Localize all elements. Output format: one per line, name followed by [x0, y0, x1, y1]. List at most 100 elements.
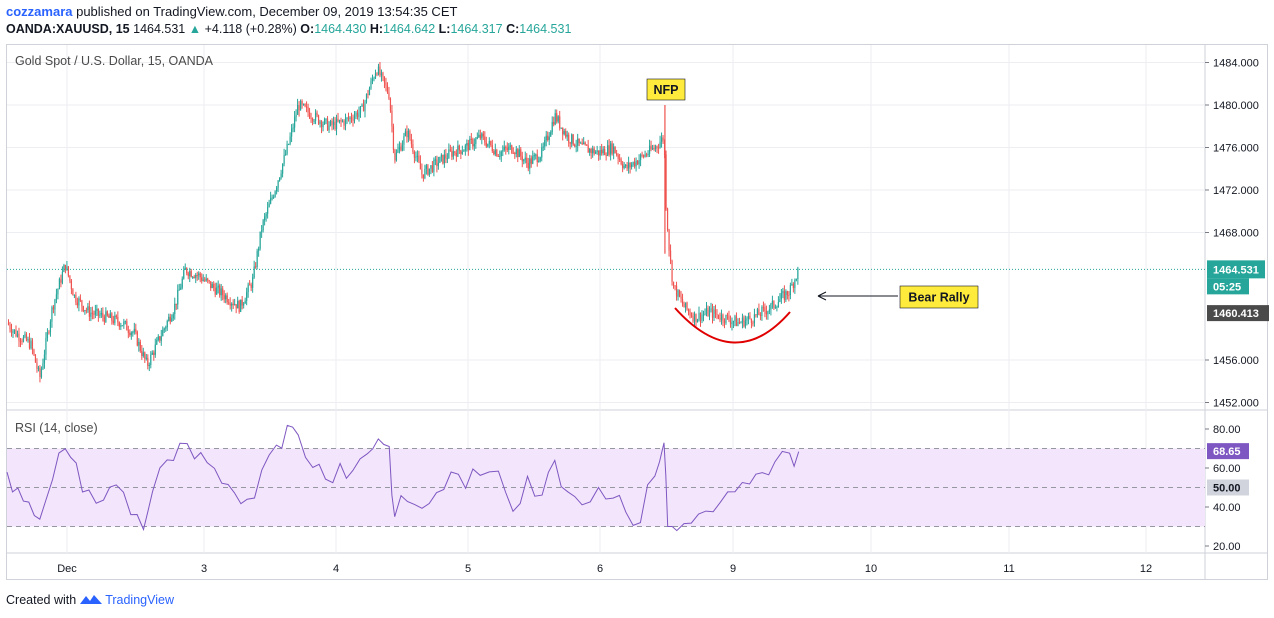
candle-body [280, 173, 282, 178]
candle-body [382, 72, 384, 77]
candle-body [193, 276, 195, 278]
publish-info: cozzamara published on TradingView.com, … [6, 4, 457, 19]
last-price: 1464.531 [133, 22, 186, 36]
candle-body [404, 131, 407, 137]
candle-body [317, 115, 320, 124]
candle-body [219, 285, 221, 296]
candle-body [464, 145, 466, 151]
candle-body [789, 285, 791, 296]
candle-body [556, 113, 558, 122]
candle-body [211, 283, 213, 289]
last-price-badge: 1464.531 [1213, 264, 1259, 276]
candle-body [482, 133, 484, 137]
candle-body [109, 313, 111, 318]
candle-body [457, 145, 459, 157]
candle-body [626, 164, 628, 169]
candle-body [353, 116, 356, 121]
candle-body [698, 312, 700, 320]
candle-body [386, 85, 389, 93]
candle-body [779, 299, 781, 303]
candle-body [148, 364, 150, 366]
candle-body [21, 341, 23, 343]
candle-body [668, 229, 670, 251]
candle-body [82, 306, 84, 312]
candle-body [302, 104, 305, 106]
candle-body [162, 329, 164, 337]
candle-body [84, 310, 86, 312]
candle-body [258, 248, 260, 251]
candle-body [538, 160, 540, 162]
candle-body [45, 338, 47, 355]
candle-body [151, 352, 153, 355]
candle-body [28, 338, 31, 349]
candle-body [683, 304, 685, 308]
candle-body [308, 112, 311, 119]
candle-body [270, 198, 272, 204]
candle-body [103, 316, 105, 322]
candle-body [678, 290, 681, 297]
candle-body [371, 78, 374, 81]
candle-body [350, 117, 353, 120]
candle-body [22, 336, 25, 342]
candle-body [590, 149, 592, 154]
candle-body [311, 118, 314, 122]
candle-body [190, 271, 192, 277]
candle-body [443, 154, 445, 164]
candle-body [463, 150, 465, 152]
candle-body [289, 136, 291, 145]
candle-body [705, 308, 708, 314]
main-pane-title: Gold Spot / U.S. Dollar, 15, OANDA [15, 54, 214, 68]
candle-body [100, 312, 102, 315]
candle-body [631, 164, 633, 168]
left-arrow-icon [817, 291, 898, 301]
candle-body [352, 119, 354, 121]
candle-body [792, 284, 794, 288]
candle-body [174, 303, 176, 315]
candle-body [632, 162, 634, 165]
tradingview-link[interactable]: TradingView [105, 593, 174, 607]
candle-body [391, 110, 393, 127]
candle-body [46, 332, 49, 339]
candle-body [180, 287, 182, 290]
candle-body [541, 147, 543, 158]
candle-body [314, 112, 317, 121]
candle-body [714, 309, 717, 314]
candle-body [592, 148, 594, 154]
candle-body [370, 80, 372, 89]
time-tick-label: 6 [597, 563, 603, 575]
candle-body [165, 327, 167, 329]
candle-body [25, 334, 28, 341]
candle-body [461, 151, 463, 154]
candle-body [247, 284, 249, 293]
candle-body [530, 158, 532, 164]
candle-body [220, 288, 222, 296]
candle-body [514, 153, 516, 155]
candle-body [786, 291, 788, 296]
candle-body [178, 289, 180, 291]
candle-body [419, 161, 422, 170]
candle-body [361, 104, 363, 107]
time-tick-label: 9 [730, 563, 736, 575]
crosshair-price-badge: 1460.413 [1213, 308, 1259, 320]
candle-body [734, 316, 736, 322]
candle-body [208, 280, 210, 282]
candle-body [750, 318, 753, 323]
candle-body [216, 287, 218, 295]
candle-body [196, 275, 198, 277]
candle-body [395, 152, 398, 161]
candle-body [771, 300, 774, 304]
candle-body [496, 149, 498, 156]
candle-body [31, 340, 34, 350]
candle-body [150, 354, 152, 365]
candle-body [554, 113, 556, 125]
candle-body [690, 315, 693, 317]
price-tick-label: 1468.000 [1213, 228, 1259, 240]
candle-body [66, 266, 68, 270]
open-value: 1464.430 [314, 22, 367, 36]
candle-body [383, 76, 386, 83]
author-link[interactable]: cozzamara [6, 4, 73, 19]
time-tick-label: 3 [201, 563, 207, 575]
candle-body [629, 162, 631, 168]
candle-body [550, 132, 552, 137]
